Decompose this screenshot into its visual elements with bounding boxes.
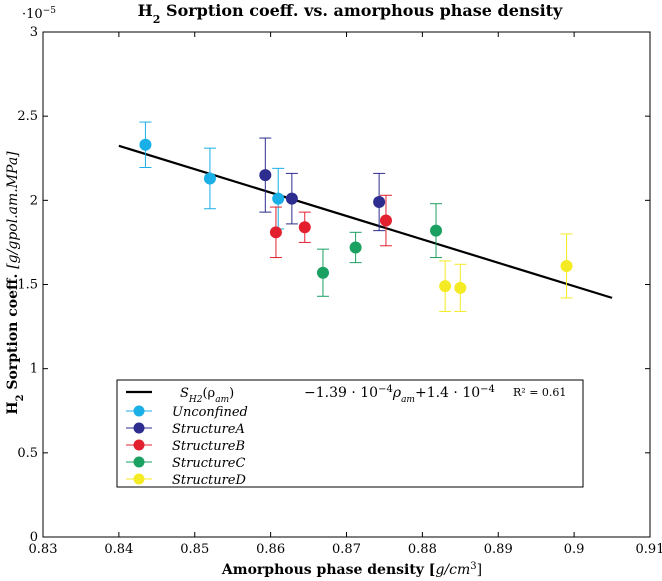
data-point-unconfined	[203, 172, 216, 185]
ylabel-sub: 2	[15, 394, 26, 401]
chart-title: H2 Sorption coeff. vs. amorphous phase d…	[138, 1, 563, 26]
y-tick-label: 3	[30, 25, 38, 40]
title-sub: 2	[153, 13, 161, 26]
legend-label-structurea: StructureA	[172, 422, 245, 437]
legend-label-structured: StructureD	[172, 473, 247, 488]
x-tick-label: 0.9	[564, 542, 585, 557]
ylabel-unit: [g/gpol.am.MPa]	[5, 151, 21, 269]
y-scale-base: ·10	[22, 7, 43, 22]
fit-label-arg-close: )	[229, 386, 234, 401]
y-scale-factor: ·10−5	[22, 6, 56, 22]
x-tick-label: 0.89	[484, 542, 513, 557]
x-tick-label: 0.85	[180, 542, 209, 557]
y-tick-label: 0.5	[17, 446, 38, 461]
plot-area: 0.83 0.84 0.85 0.86 0.87 0.88 0.89 0.9 0.91 0 0.5 1…	[17, 25, 662, 557]
data-point-structured	[439, 280, 452, 293]
legend-box	[116, 379, 584, 488]
legend-series-list: Unconfined StructureA StructureB StructureC…	[126, 405, 248, 488]
data-point-structureb	[298, 221, 311, 234]
x-tick-label: 0.88	[408, 542, 437, 557]
eq-exp1: −4	[378, 384, 393, 395]
x-tick-label: 0.86	[256, 542, 285, 557]
legend-marker-structurea	[133, 422, 145, 434]
fit-label-arg-sub: am	[215, 395, 229, 405]
eq-part1: −1.39 · 10	[304, 385, 378, 401]
y-tick-label: 2.5	[17, 109, 38, 124]
eq-part2: ρ	[392, 385, 402, 401]
xlabel-unit: g/cm	[435, 562, 470, 578]
data-point-structurea	[373, 196, 386, 209]
legend-label-unconfined: Unconfined	[172, 405, 248, 420]
fit-line	[118, 144, 613, 299]
xlabel-close: ]	[477, 562, 482, 578]
legend-label-structureb: StructureB	[172, 439, 245, 454]
ylabel-rest: Sorption coeff.	[5, 269, 21, 395]
eq-exp3: −4	[480, 384, 495, 395]
x-tick-label: 0.84	[104, 542, 133, 557]
data-point-structurea	[259, 169, 272, 182]
x-tick-label: 0.91	[636, 542, 662, 557]
x-axis-label: Amorphous phase density [g/cm3]	[221, 561, 482, 579]
data-point-structureb	[269, 226, 282, 239]
title-rest: Sorption coeff. vs. amorphous phase dens…	[160, 1, 563, 20]
legend-marker-unconfined	[133, 405, 145, 417]
data-point-structurec	[316, 266, 329, 279]
legend-marker-structureb	[133, 439, 145, 451]
legend: SH2(ρam) −1.39 · 10−4ρam+1.4 · 10−4 R² =…	[116, 379, 584, 488]
fit-label-sub: H2	[188, 395, 203, 405]
data-point-structurea	[285, 192, 298, 205]
data-point-structurec	[430, 224, 443, 237]
data-point-structureb	[379, 214, 392, 227]
xlabel-main: Amorphous phase density [	[221, 562, 436, 578]
legend-marker-structured	[133, 473, 145, 485]
eq-part3: +1.4 · 10	[415, 385, 480, 401]
xlabel-exp: 3	[470, 561, 476, 572]
data-point-unconfined	[139, 138, 152, 151]
data-point-structured	[454, 281, 467, 294]
ylabel-main: H	[5, 401, 21, 414]
x-tick-label: 0.87	[332, 542, 361, 557]
y-scale-exp: −5	[43, 6, 57, 16]
legend-fit-label: SH2(ρam)	[180, 386, 234, 405]
y-axis-label: H2 Sorption coeff. [g/gpol.am.MPa]	[5, 151, 26, 415]
y-tick-label: 2	[30, 193, 38, 208]
eq-sub2: am	[401, 395, 415, 405]
legend-marker-structurec	[133, 456, 145, 468]
x-tick-label: 0.83	[29, 542, 58, 557]
data-point-structurec	[349, 241, 362, 254]
legend-r2: R² = 0.61	[513, 386, 566, 399]
y-tick-label: 1.5	[17, 278, 38, 293]
title-main: H	[138, 1, 153, 20]
y-tick-label: 1	[30, 362, 38, 377]
data-point-structured	[560, 259, 573, 272]
legend-fit-equation: −1.39 · 10−4ρam+1.4 · 10−4	[304, 384, 495, 406]
fit-label-arg: (ρ	[202, 386, 215, 401]
fit-label-main: S	[180, 386, 189, 401]
y-tick-label: 0	[30, 530, 38, 545]
data-point-unconfined	[272, 192, 285, 205]
legend-label-structurec: StructureC	[172, 456, 246, 471]
